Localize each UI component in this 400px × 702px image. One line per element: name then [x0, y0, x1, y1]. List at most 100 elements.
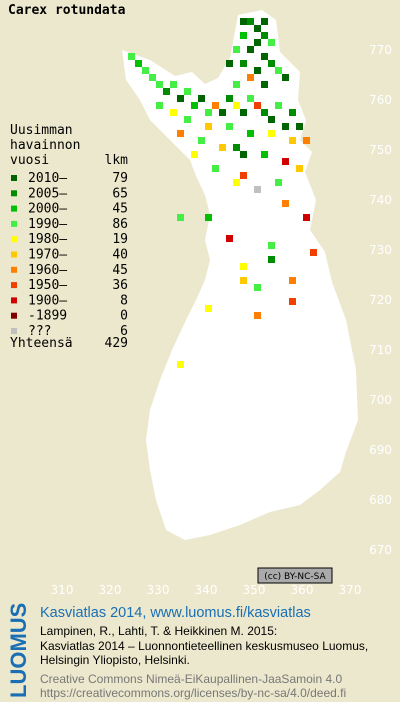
record-square [170, 81, 177, 88]
legend-count: 65 [112, 186, 128, 201]
y-tick-label: 720 [369, 293, 392, 307]
legend-heading: vuosi [10, 153, 49, 168]
badge-text: (cc) BY-NC-SA [264, 572, 326, 582]
legend-label: 2000– [28, 202, 67, 217]
record-square [254, 25, 261, 32]
footer-title: Kasviatlas 2014, www.luomus.fi/kasviatla… [40, 605, 311, 621]
map-title: Carex rotundata [8, 3, 126, 18]
y-tick-label: 760 [369, 93, 392, 107]
record-square [268, 256, 275, 263]
record-square [240, 109, 247, 116]
record-square [219, 109, 226, 116]
legend: Uusimman havainnon vuosi lkm Yhteensä 42… [10, 123, 128, 351]
legend-label: 1960– [28, 263, 67, 278]
legend-count: 36 [112, 278, 128, 293]
record-square [254, 284, 261, 291]
record-square [268, 39, 275, 46]
legend-heading: Uusimman [10, 123, 73, 138]
record-square [268, 242, 275, 249]
legend-label: 2005– [28, 186, 67, 201]
legend-swatch [11, 297, 17, 304]
record-square [254, 186, 261, 193]
legend-count: 86 [112, 217, 128, 232]
legend-swatch [11, 282, 17, 289]
record-square [226, 123, 233, 130]
record-square [289, 137, 296, 144]
record-square [261, 81, 268, 88]
record-square [128, 53, 135, 60]
record-squares [128, 18, 317, 368]
citation: Helsingin Yliopisto, Helsinki. [40, 653, 190, 667]
record-square [170, 109, 177, 116]
record-square [226, 95, 233, 102]
legend-swatch [11, 236, 17, 243]
record-square [240, 172, 247, 179]
legend-swatch [11, 175, 17, 181]
record-square [275, 102, 282, 109]
legend-label: 2010– [28, 171, 67, 186]
record-square [289, 298, 296, 305]
y-tick-label: 700 [369, 393, 392, 407]
record-square [226, 235, 233, 242]
x-tick-label: 350 [243, 583, 266, 597]
y-tick-label: 750 [369, 143, 392, 157]
legend-label: 1970– [28, 248, 67, 263]
record-square [247, 74, 254, 81]
record-square [268, 116, 275, 123]
y-tick-label: 710 [369, 343, 392, 357]
y-tick-label: 770 [369, 43, 392, 57]
record-square [233, 102, 240, 109]
legend-count: 19 [112, 232, 128, 247]
legend-count: 40 [112, 248, 128, 263]
record-square [142, 67, 149, 74]
legend-count: 0 [120, 309, 128, 324]
record-square [289, 109, 296, 116]
record-square [247, 46, 254, 53]
legend-swatch [11, 312, 17, 319]
record-square [282, 123, 289, 130]
record-square [275, 179, 282, 186]
legend-count: 45 [112, 202, 128, 217]
record-square [240, 32, 247, 39]
record-square [261, 109, 268, 116]
record-square [261, 18, 268, 25]
legend-label: -1899 [28, 309, 67, 324]
record-square [219, 144, 226, 151]
record-square [177, 214, 184, 221]
record-square [198, 137, 205, 144]
record-square [268, 130, 275, 137]
record-square [247, 95, 254, 102]
record-square [198, 95, 205, 102]
legend-label: 1950– [28, 278, 67, 293]
finland-outline [122, 10, 358, 540]
record-square [296, 165, 303, 172]
record-square [191, 102, 198, 109]
record-square [233, 46, 240, 53]
legend-swatch [11, 205, 17, 212]
y-tick-label: 680 [369, 493, 392, 507]
record-square [282, 200, 289, 207]
legend-label: 1990– [28, 217, 67, 232]
y-tick-label: 670 [369, 543, 392, 557]
record-square [149, 74, 156, 81]
record-square [226, 60, 233, 67]
record-square [282, 74, 289, 81]
legend-swatch [11, 251, 17, 258]
record-square [233, 144, 240, 151]
record-square [156, 81, 163, 88]
record-square [289, 277, 296, 284]
record-square [135, 60, 142, 67]
record-square [247, 18, 254, 25]
y-tick-label: 730 [369, 243, 392, 257]
legend-total: 429 [105, 336, 128, 351]
license-text: https://creativecommons.org/licenses/by-… [40, 686, 346, 700]
record-square [177, 361, 184, 368]
record-square [261, 32, 268, 39]
record-square [310, 249, 317, 256]
license-badge: (cc) BY-NC-SA [257, 567, 333, 584]
legend-total-label: Yhteensä [10, 336, 73, 351]
record-square [240, 263, 247, 270]
record-square [240, 151, 247, 158]
record-square [184, 88, 191, 95]
citation: Kasviatlas 2014 – Luonnontieteellinen ke… [40, 639, 368, 653]
